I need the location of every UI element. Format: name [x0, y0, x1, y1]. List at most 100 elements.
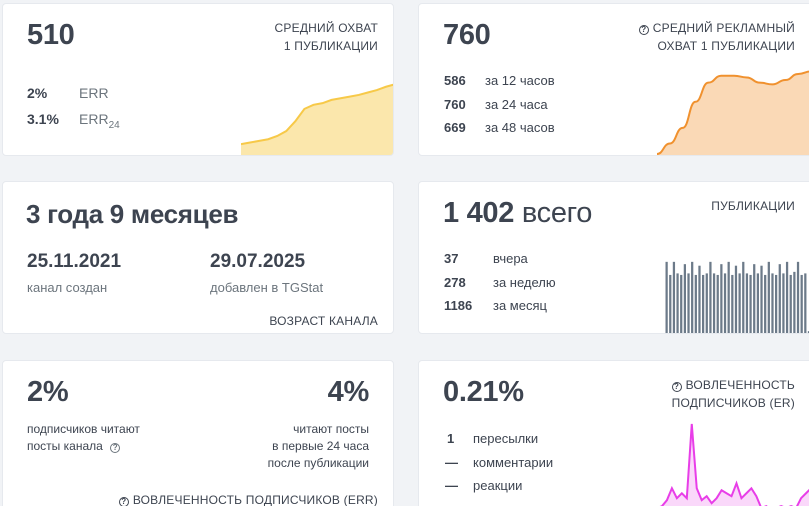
chart-series-line [657, 70, 809, 155]
err-label: ERR [79, 85, 109, 101]
posts-row-value: 1186 [444, 298, 473, 313]
created-label: канал создан [27, 280, 108, 295]
ad-reach-row: 669 за 48 часов [444, 119, 555, 135]
chart-bar [785, 261, 789, 333]
question-circle-icon[interactable]: ? [110, 443, 121, 453]
ad-reach-row-value: 586 [444, 73, 466, 88]
ad-reach-row-value: 760 [444, 97, 466, 112]
reach-caption: СРЕДНИЙ ОХВАТ 1 ПУБЛИКАЦИИ [275, 19, 378, 55]
chart-bar [676, 273, 679, 333]
chart-bar [709, 261, 712, 333]
chart-bar [712, 273, 716, 333]
chart-bar [720, 264, 723, 333]
chart-bar [753, 264, 756, 333]
chart-bar [665, 261, 668, 333]
ad-reach-row: 586 за 12 часов [444, 72, 555, 88]
question-circle-icon[interactable]: ? [118, 497, 129, 506]
chart-bar [691, 261, 694, 333]
ad-reach-sparkline [657, 70, 809, 155]
err-value: 2% [27, 85, 48, 101]
chart-bar [778, 264, 781, 333]
er-row-value: 1 [447, 431, 455, 446]
added-label: добавлен в TGStat [210, 280, 324, 295]
chart-area-fill [241, 84, 393, 155]
err-right-text-line1: читают посты [293, 422, 369, 436]
err24-subscript: 24 [108, 119, 120, 131]
ad-reach-value: 760 [443, 19, 491, 51]
reach-caption-line1: СРЕДНИЙ ОХВАТ [274, 21, 378, 35]
posts-value: 1 402 всего [443, 197, 592, 230]
chart-bar [764, 274, 767, 333]
chart-bar [771, 273, 774, 333]
er-row-label: пересылки [473, 431, 539, 446]
channel-age-value: 3 года 9 месяцев [26, 199, 239, 229]
er-sparkline [659, 423, 809, 506]
posts-row: 1186 за месяц [444, 297, 547, 313]
er-caption: ? ВОВЛЕЧЕННОСТЬ ПОДПИСЧИКОВ (ER) [671, 376, 795, 412]
chart-bar [734, 265, 738, 333]
er-row: — комментарии [445, 454, 553, 470]
reach-caption-line2: 1 ПУБЛИКАЦИИ [283, 39, 378, 53]
chart-bar [687, 273, 690, 333]
er-row-label: комментарии [473, 455, 554, 470]
err-right-value: 4% [327, 376, 370, 408]
chart-bar [716, 274, 719, 333]
chart-bar [804, 273, 807, 333]
err-right-text-line2: в первые 24 часа [272, 439, 369, 453]
chart-series-line [659, 423, 809, 506]
ad-reach-caption: ? СРЕДНИЙ РЕКЛАМНЫЙ ОХВАТ 1 ПУБЛИКАЦИИ [638, 19, 795, 55]
er-row-value: — [445, 455, 458, 470]
ad-reach-row-label: за 24 часа [485, 97, 548, 112]
err-right-text-line3: после публикации [267, 456, 369, 470]
chart-bar [702, 274, 705, 333]
chart-area-fill [657, 71, 809, 155]
ad-reach-row-label: за 12 часов [485, 73, 555, 88]
posts-row-value: 37 [444, 251, 459, 266]
question-circle-icon[interactable]: ? [638, 25, 649, 35]
err-caption: ? ВОВЛЕЧЕННОСТЬ ПОДПИСЧИКОВ (ERR) [118, 491, 378, 506]
er-row: 1 пересылки [447, 430, 538, 446]
posts-caption: ПУБЛИКАЦИИ [711, 199, 795, 213]
chart-bar [789, 274, 792, 333]
chart-bar [672, 261, 676, 333]
posts-row-label: за неделю [493, 275, 556, 290]
chart-bar [723, 273, 727, 333]
err-left-text: подписчиков читают посты канала ? [27, 421, 140, 455]
er-caption-line2: ПОДПИСЧИКОВ (ER) [671, 396, 795, 410]
chart-bar [749, 274, 752, 333]
channel-age-card[interactable]: 3 года 9 месяцев 25.11.2021 канал создан… [2, 181, 394, 334]
er-row-value: — [445, 478, 458, 493]
chart-bar [800, 274, 803, 333]
posts-card[interactable]: 1 402 всего ПУБЛИКАЦИИ 37 вчера 278 за нед… [418, 181, 809, 334]
ad-reach-caption-line2: ОХВАТ 1 ПУБЛИКАЦИИ [657, 39, 795, 53]
chart-bar [705, 273, 708, 333]
chart-bar [782, 273, 785, 333]
chart-bar [694, 274, 697, 333]
chart-bar [698, 265, 701, 333]
ad-reach-row-value: 669 [444, 120, 466, 135]
er-value: 0.21% [443, 376, 524, 408]
chart-bar [745, 273, 749, 333]
chart-bar [680, 274, 683, 333]
posts-row-label: за месяц [493, 298, 547, 313]
reach-card[interactable]: 510 СРЕДНИЙ ОХВАТ 1 ПУБЛИКАЦИИ 2% ERR 3.1… [2, 3, 394, 156]
chart-bar [807, 331, 809, 333]
er-card[interactable]: 0.21% ? ВОВЛЕЧЕННОСТЬ ПОДПИСЧИКОВ (ER) 1 п… [418, 360, 809, 506]
err-card[interactable]: 2% подписчиков читают посты канала ? 4% … [2, 360, 394, 506]
posts-total-suffix: всего [521, 197, 593, 229]
chart-bar [727, 261, 730, 333]
ad-reach-row: 760 за 24 часа [444, 96, 548, 112]
err-right-text: читают посты в первые 24 часа после публ… [268, 421, 369, 472]
chart-bar [738, 273, 741, 333]
er-row: — реакции [445, 477, 522, 493]
ad-reach-row-label: за 48 часов [485, 120, 555, 135]
chart-bar [796, 261, 800, 333]
posts-row-value: 278 [444, 275, 466, 290]
added-date: 29.07.2025 [210, 251, 306, 272]
err24-label: ERR [79, 111, 109, 127]
ad-reach-card[interactable]: 760 ? СРЕДНИЙ РЕКЛАМНЫЙ ОХВАТ 1 ПУБЛИКАЦИ… [418, 3, 809, 156]
question-circle-icon[interactable]: ? [671, 382, 682, 392]
reach-value: 510 [27, 19, 75, 51]
chart-bar [793, 271, 796, 333]
chart-bar [775, 274, 778, 333]
